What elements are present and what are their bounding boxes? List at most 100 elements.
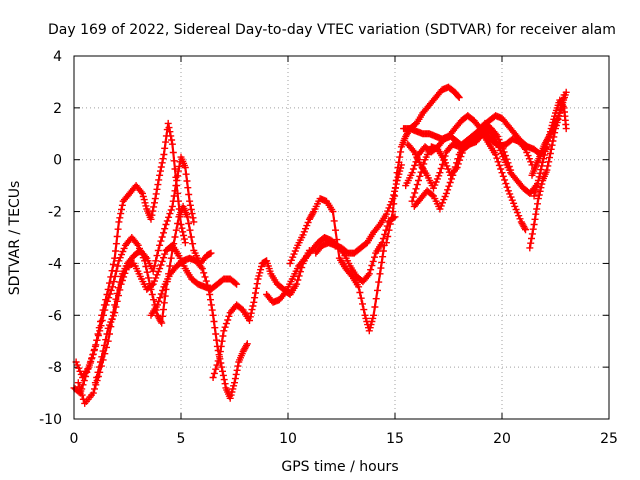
- data-point: [559, 102, 567, 110]
- data-point: [161, 250, 169, 258]
- data-point: [498, 169, 506, 177]
- data-point: [112, 240, 120, 248]
- data-point: [440, 196, 448, 204]
- data-point: [116, 214, 124, 222]
- data-point: [388, 214, 396, 222]
- data-point: [396, 153, 404, 161]
- data-point: [119, 248, 127, 255]
- x-axis-label: GPS time / hours: [281, 459, 398, 475]
- data-point: [330, 217, 338, 225]
- series-arc-18: [530, 96, 570, 200]
- data-point: [287, 256, 295, 264]
- data-point: [499, 172, 507, 180]
- data-point: [160, 151, 168, 158]
- y-tick-label: 2: [53, 101, 62, 117]
- data-point: [115, 218, 123, 226]
- data-point: [100, 341, 108, 349]
- data-point: [89, 351, 97, 359]
- data-point: [93, 374, 101, 381]
- data-point: [88, 355, 95, 363]
- data-point: [444, 165, 452, 173]
- data-point: [562, 125, 570, 133]
- data-point: [169, 197, 177, 205]
- data-point: [428, 191, 436, 199]
- data-point: [501, 152, 509, 160]
- data-point: [209, 311, 217, 319]
- data-point: [104, 324, 112, 332]
- data-point: [441, 193, 449, 200]
- data-point: [440, 156, 448, 164]
- data-point: [234, 362, 242, 370]
- data-point: [151, 199, 158, 207]
- data-point: [139, 193, 147, 200]
- data-point: [98, 311, 106, 319]
- data-point: [503, 155, 511, 163]
- data-point: [371, 303, 379, 311]
- data-point: [209, 374, 217, 381]
- series-arc-12: [400, 112, 536, 169]
- data-point: [498, 142, 506, 150]
- data-point: [534, 195, 542, 203]
- data-point: [357, 294, 365, 302]
- data-point: [522, 226, 529, 234]
- data-point: [537, 166, 545, 174]
- data-point: [140, 196, 148, 204]
- data-point: [449, 171, 457, 179]
- data-point: [437, 202, 445, 210]
- data-point: [302, 225, 309, 233]
- data-point: [188, 210, 196, 218]
- data-point: [507, 193, 515, 201]
- data-point: [542, 144, 550, 152]
- data-point: [365, 327, 373, 335]
- data-point: [154, 181, 162, 189]
- data-point: [142, 202, 150, 210]
- x-tick-label: 20: [493, 431, 511, 447]
- data-point: [377, 264, 385, 272]
- data-point: [494, 132, 502, 140]
- data-point: [134, 241, 142, 249]
- data-point: [530, 192, 538, 200]
- series-arc-5: [147, 254, 251, 402]
- y-tick-label: -6: [48, 308, 62, 324]
- data-point: [416, 172, 424, 180]
- data-point: [94, 368, 102, 376]
- data-point: [375, 278, 383, 286]
- data-point: [179, 228, 187, 236]
- data-point: [102, 336, 110, 344]
- data-point: [379, 253, 387, 261]
- data-point: [533, 205, 541, 213]
- data-point: [495, 161, 503, 169]
- data-point: [112, 303, 120, 311]
- data-point: [540, 151, 548, 159]
- data-point: [115, 292, 122, 300]
- data-point: [150, 203, 158, 211]
- data-point: [431, 181, 439, 189]
- data-point: [453, 159, 461, 167]
- data-point: [161, 144, 169, 152]
- data-point: [175, 205, 183, 213]
- data-point: [170, 192, 178, 200]
- data-point: [99, 347, 107, 355]
- data-point: [176, 213, 184, 221]
- y-tick-label: -10: [39, 412, 62, 428]
- data-point: [161, 225, 169, 233]
- data-point: [172, 226, 180, 234]
- data-point: [78, 391, 86, 399]
- data-point: [158, 257, 166, 265]
- data-point: [393, 169, 401, 177]
- data-point: [507, 166, 515, 174]
- data-point: [329, 208, 337, 216]
- data-point: [455, 94, 463, 101]
- data-point: [355, 283, 363, 291]
- data-point: [198, 265, 206, 273]
- data-point: [154, 268, 162, 276]
- data-point: [158, 159, 166, 167]
- data-point: [494, 158, 502, 166]
- data-point: [548, 122, 556, 129]
- data-point: [367, 321, 375, 329]
- data-point: [493, 154, 501, 162]
- data-point: [291, 247, 299, 255]
- data-point: [160, 229, 167, 237]
- data-point: [159, 155, 167, 163]
